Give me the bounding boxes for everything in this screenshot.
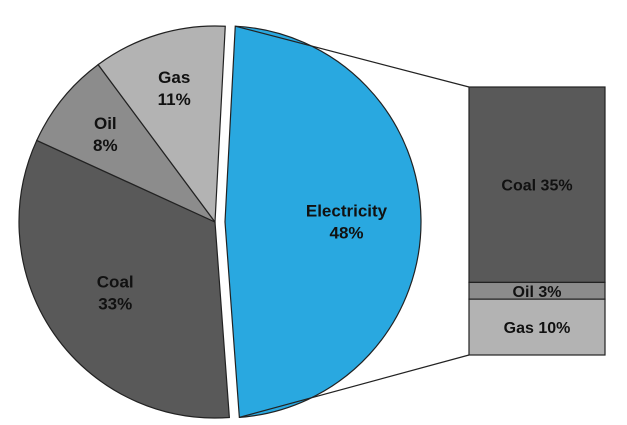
pie-label-gas-value: 11% — [158, 90, 191, 109]
stacked-bar-chart: Coal 35% Oil 3% Gas 10% — [468, 86, 606, 356]
pie-label-electricity-name: Electricity — [306, 202, 388, 221]
connector-line-bottom — [239, 354, 470, 418]
pie-slice-coal — [18, 139, 230, 419]
pie-slice-electricity — [224, 25, 422, 419]
pie-label-oil-name: Oil — [94, 114, 117, 133]
bar-label-coal: Coal 35% — [501, 178, 572, 195]
pie-label-electricity-value: 48% — [329, 224, 363, 243]
connector-line-top — [235, 25, 470, 88]
pie-slice-gas — [97, 25, 226, 224]
pie-label-oil-value: 8% — [93, 136, 118, 155]
pie-label-gas-name: Gas — [158, 68, 190, 87]
pie-label-coal-name: Coal — [97, 272, 134, 291]
bar-segment-coal — [468, 86, 606, 284]
bar-label-gas: Gas 10% — [504, 320, 571, 337]
pie-slice-oil — [35, 63, 216, 223]
bar-segment-gas — [468, 298, 606, 356]
connector-lines — [235, 25, 470, 418]
bar-label-oil: Oil 3% — [513, 284, 562, 301]
pie-chart: Electricity 48% Coal 33% Oil 8% Gas 11% — [18, 25, 422, 419]
pie-label-coal-value: 33% — [98, 294, 132, 313]
